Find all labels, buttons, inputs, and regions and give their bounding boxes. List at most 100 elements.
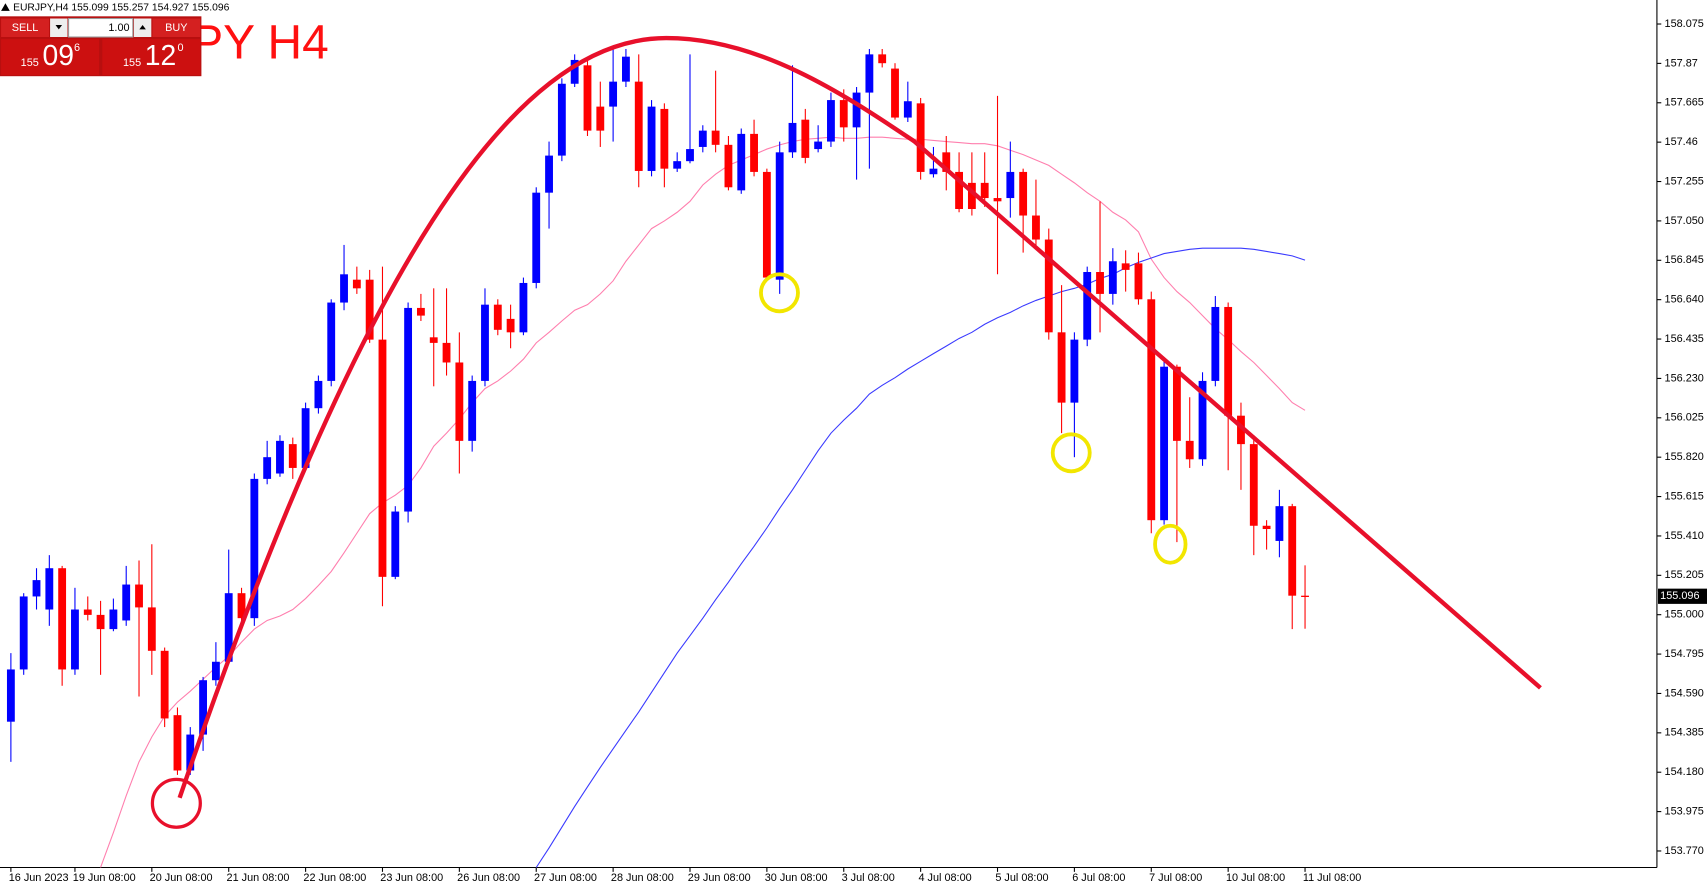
candle-body — [762, 171, 771, 278]
y-tick-label: 156.025 — [1665, 412, 1704, 424]
candle-body — [1147, 299, 1156, 521]
candle-body — [173, 715, 182, 771]
candle-body — [891, 68, 899, 118]
candle-body — [673, 161, 682, 169]
x-tick-label: 22 Jun 08:00 — [303, 872, 366, 884]
y-tick-label: 155.000 — [1665, 609, 1704, 621]
bid-pips: 09 — [42, 39, 73, 71]
y-tick-label: 155.615 — [1665, 490, 1704, 502]
candle-body — [1108, 261, 1117, 294]
ask-pips: 12 — [145, 39, 176, 71]
candle-body — [942, 152, 951, 172]
down-arrow — [55, 25, 63, 30]
candle-body — [493, 304, 502, 330]
plot-area — [6, 48, 1309, 868]
moving-average — [535, 247, 1306, 868]
candle-body — [532, 192, 541, 283]
candle-body — [186, 734, 195, 771]
candle-body — [301, 408, 310, 468]
x-tick-label: 5 Jul 08:00 — [995, 872, 1048, 884]
candle-body — [967, 182, 976, 209]
y-tick-label: 157.255 — [1665, 175, 1704, 187]
candle-body — [839, 100, 848, 128]
y-tick-label: 154.590 — [1665, 687, 1704, 699]
candle-body — [955, 171, 963, 209]
candle-body — [442, 342, 451, 363]
x-tick-label: 7 Jul 08:00 — [1149, 872, 1202, 884]
x-tick-label: 11 Jul 08:00 — [1303, 872, 1361, 884]
x-tick-label: 3 Jul 08:00 — [842, 872, 895, 884]
ask-box[interactable] — [102, 39, 201, 76]
x-tick-label: 6 Jul 08:00 — [1072, 872, 1125, 884]
candle-body — [1262, 525, 1271, 530]
candle-body — [481, 304, 489, 381]
candle-body — [1185, 440, 1194, 460]
y-tick-label: 156.230 — [1665, 372, 1704, 384]
buy-label: BUY — [165, 22, 188, 34]
candle-body — [1070, 339, 1079, 403]
candle-body — [1198, 380, 1207, 460]
candle-body — [109, 609, 118, 630]
x-tick-label: 4 Jul 08:00 — [918, 872, 971, 884]
x-tick-label: 19 Jun 08:00 — [73, 872, 136, 884]
candle-body — [96, 614, 105, 630]
bottom-circle — [150, 777, 202, 829]
x-tick-label: 23 Jun 08:00 — [380, 872, 443, 884]
candle-body — [58, 568, 67, 670]
ask-big: 155 — [123, 57, 141, 69]
sell-button[interactable] — [1, 18, 49, 38]
bid-point: 6 — [74, 42, 80, 54]
candle-body — [429, 337, 438, 343]
header: EURJPY,H4 155.099 155.257 154.927 155.09… — [1, 2, 230, 13]
candle-body — [916, 103, 925, 172]
candle-body — [557, 83, 566, 156]
candle-body — [6, 669, 15, 722]
candle-body — [724, 144, 733, 188]
candle-body — [404, 307, 413, 512]
y-tick-label: 157.87 — [1665, 57, 1698, 69]
header-icon — [1, 3, 10, 11]
candle-body — [122, 584, 131, 621]
last-price-box — [1658, 588, 1707, 604]
sell-label: SELL — [12, 22, 39, 34]
y-tick-label: 153.975 — [1665, 805, 1704, 817]
candle-body — [276, 440, 284, 474]
candle-body — [416, 307, 425, 316]
candle-body — [903, 101, 912, 118]
candle-body — [506, 318, 515, 333]
y-tick-label: 157.665 — [1665, 97, 1704, 109]
last-price-label: 155.096 — [1660, 590, 1699, 602]
y-tick-label: 156.435 — [1665, 333, 1704, 345]
lots-value: 1.00 — [108, 22, 129, 34]
candle-body — [1237, 415, 1245, 445]
y-tick-label: 156.640 — [1665, 294, 1704, 306]
candle-body — [1160, 366, 1169, 521]
candle-body — [993, 198, 1002, 202]
x-tick-label: 29 Jun 08:00 — [688, 872, 751, 884]
x-tick-label: 30 Jun 08:00 — [765, 872, 828, 884]
up-arrow — [139, 25, 146, 30]
candle-body — [698, 130, 707, 147]
y-tick-label: 155.205 — [1665, 569, 1704, 581]
candle-body — [1288, 506, 1297, 596]
candle-body — [980, 182, 989, 199]
candle-body — [711, 130, 720, 145]
bid-box[interactable] — [1, 39, 100, 76]
candle-body — [814, 141, 823, 150]
x-tick-label: 10 Jul 08:00 — [1226, 872, 1285, 884]
y-tick-label: 154.795 — [1665, 648, 1704, 660]
candle-body — [583, 65, 592, 131]
buy-button[interactable] — [152, 18, 201, 38]
candle-body — [1172, 366, 1181, 441]
trade-panel: SELL 1.00 BUY 155 09 6 155 12 0 — [0, 16, 202, 77]
candle-body — [288, 444, 297, 468]
y-tick-label: 154.180 — [1665, 766, 1704, 778]
candle-body — [71, 609, 79, 670]
lots-input[interactable] — [68, 17, 134, 38]
highlight-circle — [1050, 432, 1092, 474]
x-tick-label: 26 Jun 08:00 — [457, 872, 520, 884]
candle-body — [250, 478, 259, 619]
candle-body — [83, 609, 92, 615]
candle-body — [391, 511, 400, 577]
